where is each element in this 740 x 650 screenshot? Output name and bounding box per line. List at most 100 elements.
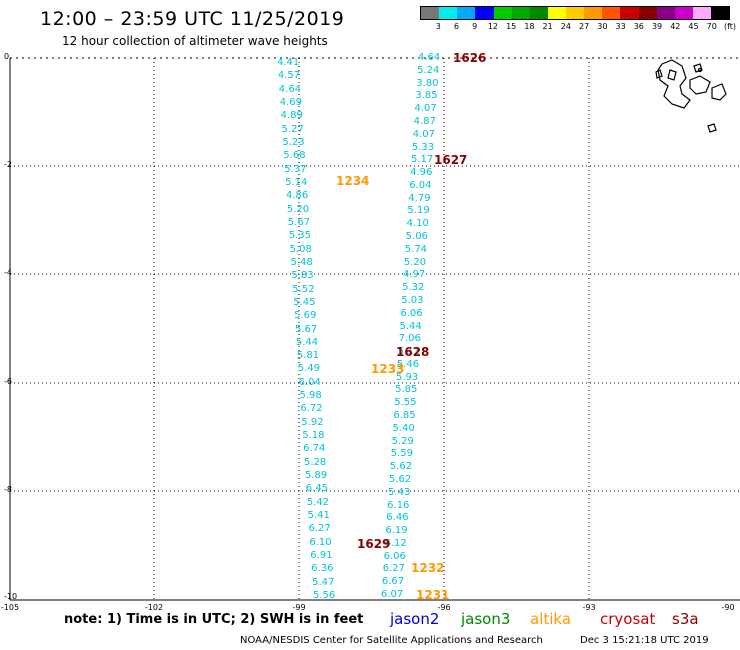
lon-label-102: -102 [144,603,164,612]
pass-label-1232: 1232 [411,561,445,575]
colorbar-swatch [529,7,548,19]
colorbar-swatch [674,7,693,19]
right-track-value: 5.55 [394,397,417,409]
colorbar-swatch [493,7,512,19]
colorbar-tick-label: 9 [472,22,478,31]
right-track-value: 5.59 [390,448,413,460]
pass-label-1627: 1627 [434,153,468,167]
right-track-value: 6.04 [409,179,432,191]
left-track-value: 5.52 [292,283,315,295]
right-track-value: 3.80 [416,77,439,89]
left-track-value: 5.89 [304,470,328,482]
left-track-value: 5.47 [312,576,335,588]
right-track-value: 5.74 [404,243,428,255]
right-track-value: 6.67 [381,576,405,588]
left-track-value: 6.91 [310,550,333,562]
colorbar-tick-label: 30 [597,22,608,31]
generation-timestamp: Dec 3 15:21:18 UTC 2019 [580,635,709,646]
right-track-value: 5.43 [388,486,411,498]
lat-label-10: -10 [4,592,18,601]
right-track-value: 7.06 [398,333,421,345]
left-track-value: 5.81 [296,350,320,362]
right-track-value: 5.03 [401,294,424,306]
right-track-value: 5.29 [391,435,414,447]
left-track-value: 5.27 [281,123,304,135]
right-track-value: 4.97 [403,269,426,281]
colorbar-swatch [475,7,494,19]
lon-label-99: -99 [292,603,306,612]
colorbar-tick-label: 27 [579,22,590,31]
pass-label-1233: 1233 [371,362,405,376]
right-track-value: 5.20 [403,256,427,268]
right-track-value: 4.87 [413,115,436,127]
left-track-value: 4.57 [277,70,301,82]
left-track-value: 6.27 [308,523,331,535]
left-track-value: 5.44 [295,336,319,348]
pass-label-1231: 1231 [416,588,450,602]
left-track-value: 6.72 [300,403,323,415]
colorbar-tick-label: 18 [524,22,535,31]
colorbar-swatch [602,7,621,19]
right-track-value: 5.11 [397,346,420,358]
right-track-value: 4.10 [406,218,429,230]
pass-label-1628: 1628 [396,345,430,359]
lon-label-90: -90 [721,603,735,612]
colorbar-swatch [620,7,639,19]
left-track-value: 6.04 [298,376,321,388]
right-track-value: 5.17 [410,154,434,166]
right-track-value: 6.06 [400,307,423,319]
left-track-value: 4.69 [279,96,302,108]
right-track-value: 5.06 [405,231,428,242]
right-track-value: 5.62 [389,461,413,473]
left-track-value: 5.67 [295,323,318,335]
colorbar-tick-label: 70 [706,22,717,31]
left-track-value: 5.23 [282,136,305,148]
pass-label-1234: 1234 [336,174,370,188]
right-track-value: 5.44 [399,320,422,332]
colorbar-swatch [547,7,566,19]
colorbar-tick-label: 3 [435,22,441,31]
left-track-value: 5.08 [289,243,312,255]
lat-label-4: -4 [4,268,12,277]
colorbar-swatch [421,7,440,19]
colorbar-swatch [656,7,675,19]
colorbar-swatch [711,7,730,19]
colorbar-tick-label: 39 [651,22,663,31]
right-track-value: 5.93 [395,371,419,383]
left-track-value: 6.45 [305,483,329,495]
right-track-value: 6.19 [385,525,408,537]
left-track-value: 4.89 [280,110,303,122]
right-track-value: 4.64 [418,52,441,63]
legend-jason2: jason2 [390,610,440,628]
left-track-value: 5.41 [307,510,330,522]
colorbar-tick-label: 12 [487,22,499,31]
colorbar-tick-label: 33 [615,22,626,31]
colorbar-tick-label: (ft) [723,22,737,31]
right-track-value: 4.79 [408,192,431,204]
right-track-value: 5.85 [395,384,418,396]
legend-jason3: jason3 [461,610,511,628]
left-track-value: 5.68 [283,150,306,162]
left-track-value: 6.74 [303,443,326,455]
right-track-value: 6.27 [382,563,406,575]
units-note: note: 1) Time is in UTC; 2) SWH is in fe… [64,612,364,627]
left-track-value: 5.67 [287,216,311,228]
left-track-value: 5.83 [291,270,314,282]
left-track-value: 5.20 [286,203,310,215]
colorbar-tick-label: 24 [560,22,571,31]
colorbar-tick-label: 15 [506,22,517,31]
colorbar-swatch [692,7,711,19]
left-track-value: 5.56 [313,590,336,601]
right-track-value: 5.46 [396,358,420,370]
lon-label-105: -105 [0,603,20,612]
legend-cryosat: cryosat [600,610,656,628]
left-track-value: 5.18 [302,430,325,442]
right-track-value: 6.85 [393,410,416,421]
left-track-value: 5.98 [299,390,322,402]
right-track-value: 5.19 [407,205,430,217]
lat-label-0: 0 [4,52,10,61]
lon-label-93: -93 [582,603,596,612]
colorbar-tick-label: 36 [633,22,644,31]
right-track-value: 6.12 [384,537,407,549]
